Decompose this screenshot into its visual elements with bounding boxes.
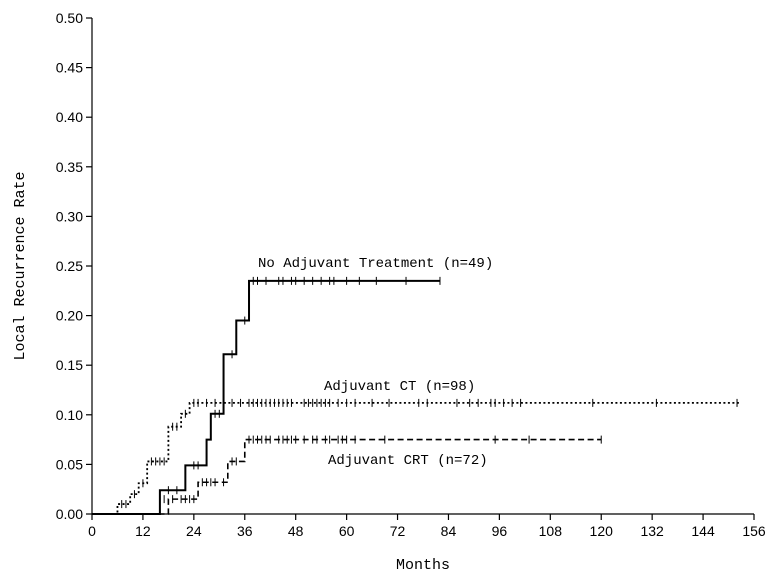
series-0	[92, 276, 441, 515]
y-ticks: 0.00 0.05 0.10 0.15 0.20 0.25 0.30 0.35 0.40 0.45…	[56, 10, 92, 522]
y-tick-label: 0.05	[56, 456, 83, 472]
x-tick-label: 36	[237, 523, 253, 539]
y-tick-label: 0.00	[56, 506, 83, 522]
y-tick-label: 0.20	[56, 308, 83, 324]
x-tick-label: 132	[640, 523, 664, 539]
x-tick-label: 120	[590, 523, 614, 539]
y-tick-label: 0.25	[56, 258, 83, 274]
x-tick-label: 96	[492, 523, 508, 539]
series-label-adjuvant-crt: Adjuvant CRT (n=72)	[328, 453, 488, 469]
x-tick-label: 156	[742, 523, 766, 539]
series-line	[92, 279, 440, 515]
y-axis-label: Local Recurrence Rate	[12, 171, 29, 360]
series-group	[92, 276, 742, 515]
x-ticks: 0 12 24 36 48 60 72 84 96 108 120 132 144 156	[88, 514, 766, 539]
x-tick-label: 84	[441, 523, 457, 539]
x-tick-label: 48	[288, 523, 304, 539]
x-tick-label: 0	[88, 523, 96, 539]
x-tick-label: 24	[186, 523, 202, 539]
series-label-adjuvant-ct: Adjuvant CT (n=98)	[324, 379, 475, 395]
x-tick-label: 144	[691, 523, 715, 539]
x-tick-label: 108	[539, 523, 563, 539]
x-axis-label: Months	[396, 557, 450, 574]
y-tick-label: 0.15	[56, 357, 83, 373]
series-label-no-adjuvant: No Adjuvant Treatment (n=49)	[258, 256, 493, 272]
series-2	[92, 435, 602, 515]
y-tick-label: 0.40	[56, 109, 83, 125]
series-line	[92, 438, 602, 515]
y-tick-label: 0.45	[56, 60, 83, 76]
series-1	[92, 398, 742, 515]
y-tick-label: 0.30	[56, 208, 83, 224]
y-tick-label: 0.35	[56, 159, 83, 175]
x-tick-label: 60	[339, 523, 355, 539]
y-tick-label: 0.10	[56, 407, 83, 423]
x-tick-label: 12	[135, 523, 151, 539]
y-tick-label: 0.50	[56, 10, 83, 26]
x-tick-label: 72	[390, 523, 406, 539]
